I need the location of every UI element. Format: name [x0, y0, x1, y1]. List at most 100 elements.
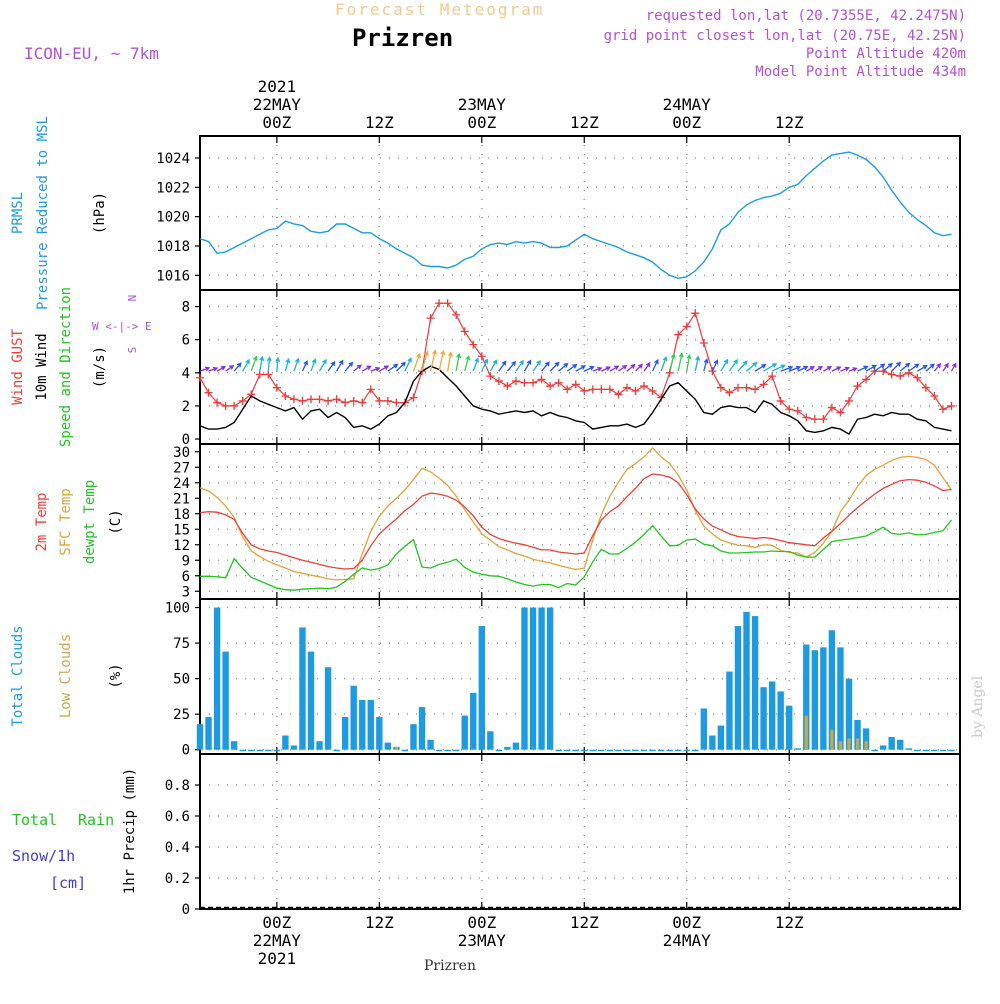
- gust-point: [759, 380, 768, 389]
- total-cloud-bar: [239, 749, 246, 752]
- wind-direction-arrow: [763, 363, 778, 372]
- wind-direction-arrow: [601, 366, 611, 372]
- wind-direction-arrow: [558, 362, 569, 372]
- total-cloud-bar: [299, 627, 306, 750]
- wind-direction-arrow: [840, 366, 850, 372]
- low-clouds-label: Low Clouds: [58, 634, 74, 718]
- total-cloud-bar: [213, 607, 221, 750]
- gust-point: [921, 383, 930, 392]
- wind-ytick-label: 8: [182, 300, 190, 316]
- wind-direction-arrow: [464, 355, 471, 372]
- total-cloud-bar: [367, 699, 374, 750]
- low-cloud-bar: [804, 715, 808, 750]
- gust-point: [409, 393, 418, 402]
- wind-direction-arrow: [404, 357, 412, 372]
- precip-rain-label: Rain: [78, 811, 114, 829]
- clouds-ytick-label: 25: [173, 707, 190, 723]
- wind-direction-arrow: [301, 360, 308, 372]
- total-cloud-bar: [939, 749, 947, 752]
- total-cloud-bar: [384, 742, 392, 750]
- wind-direction-arrow: [643, 361, 651, 372]
- total-cloud-bar: [265, 749, 272, 752]
- wind-direction-arrow: [609, 365, 620, 372]
- total-clouds-label: Total Clouds: [10, 625, 26, 726]
- temp-ytick-label: 12: [173, 538, 190, 554]
- total-cloud-bar: [350, 685, 357, 750]
- total-cloud-bar: [871, 749, 878, 752]
- clouds-unit-label: (%): [108, 663, 124, 688]
- gust-point: [477, 352, 486, 361]
- wind-direction-arrow: [694, 355, 701, 372]
- temp-2m-line: [199, 473, 952, 570]
- total-cloud-bar: [444, 749, 451, 752]
- wind-direction-arrow: [925, 363, 935, 372]
- total-cloud-bar: [529, 607, 537, 750]
- gust-point: [708, 367, 717, 376]
- gust-point: [503, 382, 512, 391]
- wind-direction-arrow: [805, 366, 815, 372]
- gust-point: [827, 403, 836, 412]
- gust-point: [614, 390, 623, 399]
- gust-point: [716, 383, 725, 392]
- gust-point: [426, 314, 435, 323]
- wind-direction-arrow: [848, 367, 858, 372]
- wind-direction-arrow: [771, 364, 786, 372]
- total-cloud-bar: [521, 607, 528, 750]
- gust-point: [853, 382, 862, 391]
- total-cloud-bar: [589, 749, 597, 752]
- gust-point: [640, 382, 649, 391]
- wind-unit-label: (m/s): [92, 346, 108, 388]
- total-cloud-bar: [615, 749, 622, 752]
- total-cloud-bar: [205, 717, 212, 750]
- total-cloud-bar: [657, 749, 665, 752]
- wind-ytick-label: 2: [182, 399, 190, 415]
- wind-direction-arrow: [831, 366, 842, 372]
- low-cloud-bar: [855, 738, 860, 750]
- gust-point: [529, 378, 538, 387]
- total-cloud-bar: [692, 749, 699, 752]
- pressure-unit-label: (hPa): [92, 192, 108, 234]
- wind-direction-arrow: [933, 363, 942, 372]
- total-cloud-bar: [555, 749, 562, 752]
- dewpt-temp-line: [200, 519, 953, 591]
- temp-ytick-label: 30: [173, 445, 190, 461]
- total-cloud-bar: [606, 749, 614, 752]
- gust-point: [196, 373, 204, 382]
- wind-direction-arrow: [275, 356, 281, 372]
- gust-point: [392, 398, 401, 407]
- time-label-top: 23MAY: [458, 95, 507, 114]
- temp-ytick-label: 27: [173, 460, 190, 476]
- wind-direction-arrow: [353, 364, 362, 372]
- gust-point: [810, 415, 819, 424]
- wind-ytick-label: 4: [182, 366, 190, 382]
- wind-direction-arrow: [703, 358, 709, 372]
- wind-direction-arrow: [242, 358, 250, 372]
- wind-direction-arrow: [592, 366, 603, 372]
- wind-direction-arrow: [284, 357, 291, 372]
- wind-direction-arrow: [361, 365, 372, 372]
- gust-point: [879, 367, 888, 376]
- info-line-requested: requested lon,lat (20.7355E, 42.2475N): [645, 8, 966, 24]
- precip-frame: [199, 753, 961, 910]
- low-cloud-bar: [830, 729, 834, 750]
- total-cloud-bar: [495, 749, 503, 752]
- total-cloud-bar: [632, 749, 639, 752]
- total-cloud-bar: [897, 739, 904, 750]
- total-cloud-bar: [649, 749, 656, 752]
- wind-direction-arrow: [412, 352, 421, 372]
- pressure-ytick-label: 1020: [156, 210, 190, 226]
- wind-direction-arrow: [541, 361, 550, 372]
- gust-point: [597, 385, 606, 394]
- temp-ytick-label: 24: [173, 476, 190, 492]
- gust-point: [699, 338, 708, 347]
- total-cloud-bar: [879, 745, 887, 750]
- wind-direction-arrow: [379, 365, 390, 372]
- total-cloud-bar: [683, 749, 690, 752]
- total-cloud-bar: [307, 651, 315, 750]
- precip-ytick-label: 0.8: [165, 778, 190, 794]
- wind-direction-arrow: [233, 362, 242, 372]
- gust-point: [460, 327, 469, 336]
- wind-direction-arrow: [908, 363, 920, 372]
- wind-direction-arrow: [327, 360, 336, 372]
- wind-speed-line: [199, 365, 952, 436]
